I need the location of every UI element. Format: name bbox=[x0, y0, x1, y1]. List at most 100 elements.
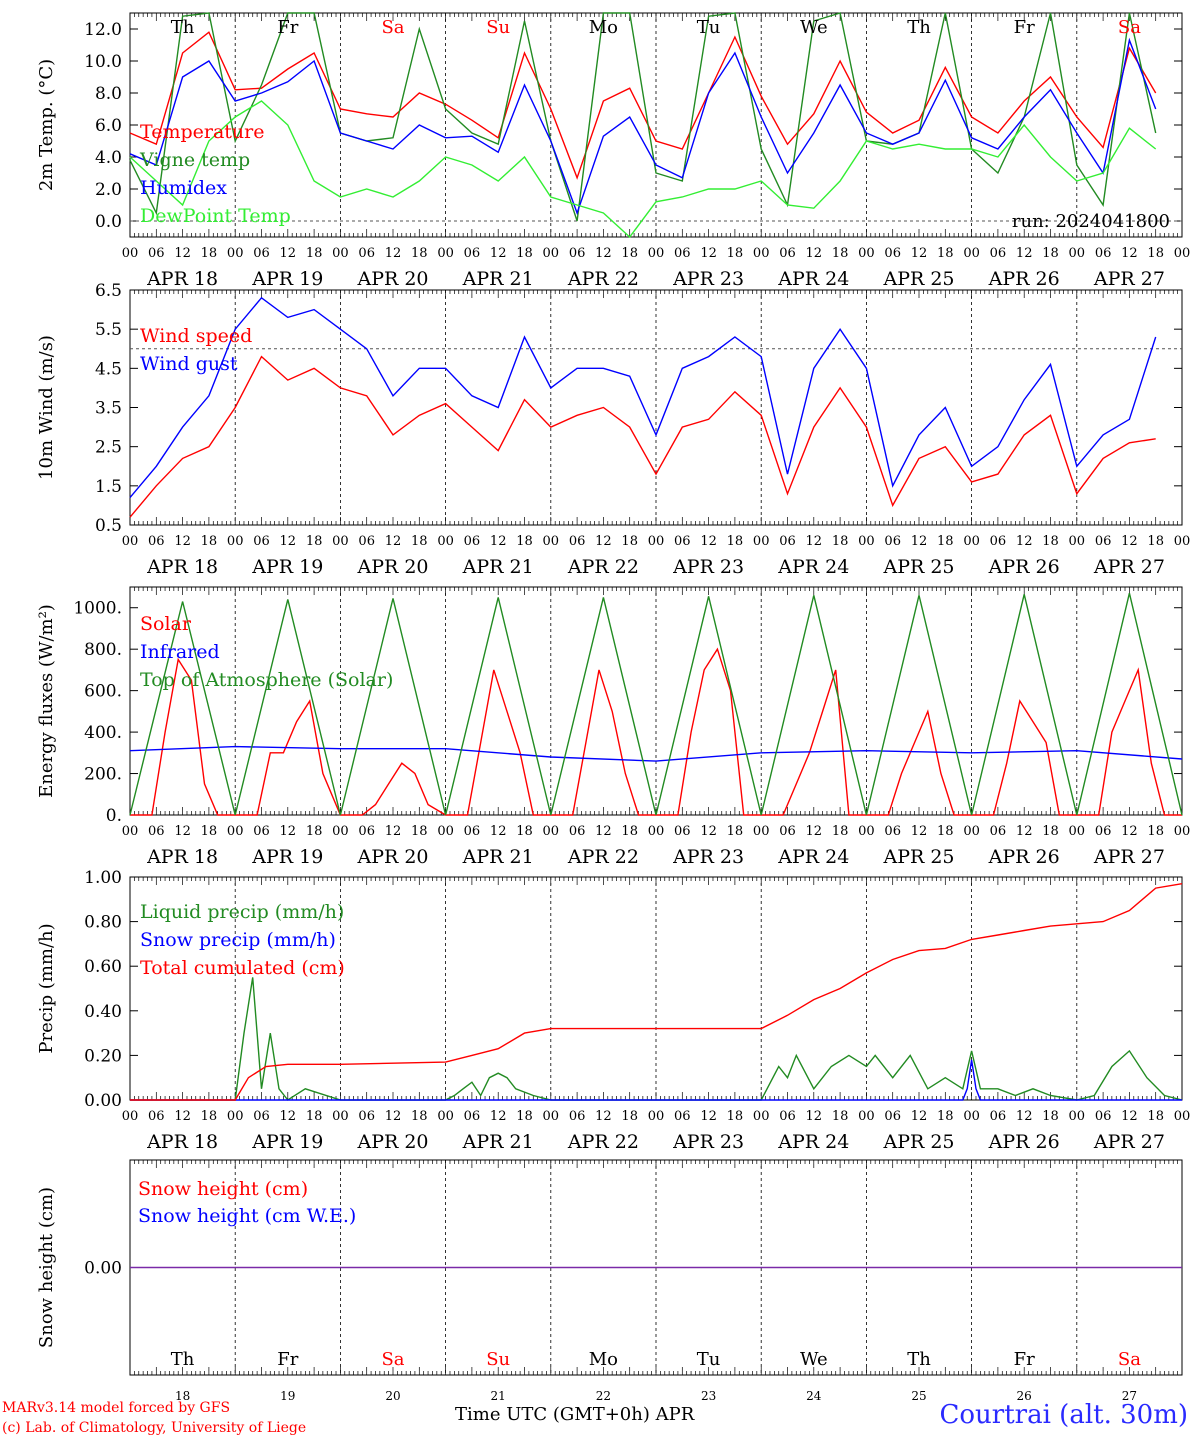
y-tick-label: 400. bbox=[84, 723, 122, 743]
hour-label: 00 bbox=[963, 534, 980, 549]
hour-label: 06 bbox=[884, 534, 901, 549]
series-dewpoint-temp bbox=[129, 100, 1157, 239]
legend-entry: Snow precip (mm/h) bbox=[140, 929, 336, 951]
date-label: APR 27 bbox=[1093, 556, 1165, 578]
hour-label: 00 bbox=[753, 1109, 770, 1124]
hour-label: 12 bbox=[1016, 246, 1033, 261]
y-tick-label: 4.0 bbox=[95, 148, 122, 168]
hour-label: 00 bbox=[1069, 246, 1086, 261]
series-vigne-temp bbox=[129, 12, 1157, 222]
date-label: APR 23 bbox=[672, 556, 744, 578]
hour-label: 06 bbox=[358, 1109, 375, 1124]
hour-label: 00 bbox=[753, 246, 770, 261]
weekday-label: Fr bbox=[1014, 1349, 1035, 1370]
weekday-label: Mo bbox=[589, 17, 618, 38]
date-label: APR 19 bbox=[251, 556, 323, 578]
date-label: APR 23 bbox=[672, 846, 744, 868]
hour-label: 06 bbox=[779, 246, 796, 261]
date-label: APR 19 bbox=[251, 268, 323, 290]
y-tick-label: 12.0 bbox=[84, 20, 122, 40]
hour-label: 12 bbox=[595, 534, 612, 549]
date-label: APR 23 bbox=[672, 268, 744, 290]
weekday-label: Fr bbox=[277, 17, 298, 38]
hour-label: 12 bbox=[911, 246, 928, 261]
hour-label: 12 bbox=[806, 534, 823, 549]
hour-label: 18 bbox=[411, 534, 428, 549]
hour-label: 12 bbox=[595, 246, 612, 261]
station-name: Courtrai (alt. 30m) bbox=[939, 1400, 1189, 1430]
weekday-label: We bbox=[800, 1349, 828, 1370]
hour-label: 00 bbox=[543, 1109, 560, 1124]
hour-label: 00 bbox=[437, 1109, 454, 1124]
date-label: APR 20 bbox=[356, 268, 428, 290]
hour-label: 12 bbox=[385, 824, 402, 839]
date-label: APR 26 bbox=[988, 556, 1060, 578]
date-label: APR 22 bbox=[567, 1131, 639, 1153]
weekday-label: Fr bbox=[277, 1349, 298, 1370]
hour-label: 18 bbox=[1147, 1109, 1164, 1124]
hour-label: 06 bbox=[148, 1109, 165, 1124]
hour-label: 00 bbox=[437, 534, 454, 549]
y-tick-label: 5.5 bbox=[95, 320, 122, 340]
y-tick-label: 2.5 bbox=[95, 438, 122, 458]
legend-entry: Snow height (cm W.E.) bbox=[138, 1205, 356, 1227]
legend-entry: Solar bbox=[140, 613, 192, 635]
hour-label: 12 bbox=[385, 1109, 402, 1124]
weekday-label: Th bbox=[907, 17, 931, 38]
hour-label: 18 bbox=[727, 824, 744, 839]
hour-label: 00 bbox=[963, 246, 980, 261]
y-tick-label: 1000. bbox=[73, 599, 122, 619]
hour-label: 18 bbox=[306, 534, 323, 549]
hour-label: 06 bbox=[779, 824, 796, 839]
date-label: APR 26 bbox=[988, 846, 1060, 868]
day-number-label: 25 bbox=[911, 1389, 926, 1400]
date-label: APR 24 bbox=[777, 846, 849, 868]
y-tick-label: 1.5 bbox=[95, 477, 122, 497]
y-axis-label: Energy fluxes (W/m²) bbox=[36, 604, 57, 798]
legend-entry: Liquid precip (mm/h) bbox=[140, 901, 344, 923]
hour-label: 06 bbox=[464, 824, 481, 839]
hour-label: 06 bbox=[569, 534, 586, 549]
day-number-label: 22 bbox=[596, 1389, 611, 1400]
date-label: APR 21 bbox=[462, 268, 534, 290]
y-tick-label: 2.0 bbox=[95, 180, 122, 200]
y-tick-label: 10.0 bbox=[84, 52, 122, 72]
hour-label: 12 bbox=[174, 534, 191, 549]
hour-label: 12 bbox=[806, 246, 823, 261]
hour-label: 00 bbox=[858, 534, 875, 549]
hour-label: 18 bbox=[621, 534, 638, 549]
y-tick-label: 0.60 bbox=[84, 957, 122, 977]
date-label: APR 23 bbox=[672, 1131, 744, 1153]
hour-label: 12 bbox=[700, 246, 717, 261]
legend-entry: Snow height (cm) bbox=[138, 1178, 308, 1200]
hour-label: 00 bbox=[1069, 1109, 1086, 1124]
series-liquid-precip-mm-h- bbox=[130, 977, 1183, 1101]
hour-label: 06 bbox=[358, 246, 375, 261]
date-label: APR 26 bbox=[988, 268, 1060, 290]
weekday-label: Mo bbox=[589, 1349, 618, 1370]
y-tick-label: 0. bbox=[106, 806, 122, 826]
y-tick-label: 0.40 bbox=[84, 1002, 122, 1022]
hour-label: 18 bbox=[621, 824, 638, 839]
hour-label: 06 bbox=[1095, 824, 1112, 839]
weekday-label: Fr bbox=[1014, 17, 1035, 38]
hour-label: 18 bbox=[727, 534, 744, 549]
day-number-label: 18 bbox=[175, 1389, 190, 1400]
hour-label: 12 bbox=[490, 824, 507, 839]
series-wind-speed bbox=[129, 355, 1156, 518]
hour-label: 18 bbox=[201, 246, 218, 261]
day-number-label: 19 bbox=[280, 1389, 295, 1400]
hour-label: 12 bbox=[174, 824, 191, 839]
hour-label: 00 bbox=[858, 824, 875, 839]
date-label: APR 20 bbox=[356, 846, 428, 868]
hour-label: 18 bbox=[306, 1109, 323, 1124]
meteogram: 0.0 2.0 4.0 6.0 8.0 10.0 12.0 2m Temp. (°C) Temp… bbox=[36, 12, 1190, 1400]
hour-label: 18 bbox=[1147, 824, 1164, 839]
y-tick-label: 1.00 bbox=[84, 868, 122, 888]
hour-label: 06 bbox=[464, 534, 481, 549]
hour-label: 06 bbox=[1095, 246, 1112, 261]
date-label: APR 25 bbox=[882, 1131, 954, 1153]
weekday-label: Su bbox=[486, 1349, 510, 1370]
y-tick-label: 4.5 bbox=[95, 359, 122, 379]
weekday-label: We bbox=[800, 17, 828, 38]
